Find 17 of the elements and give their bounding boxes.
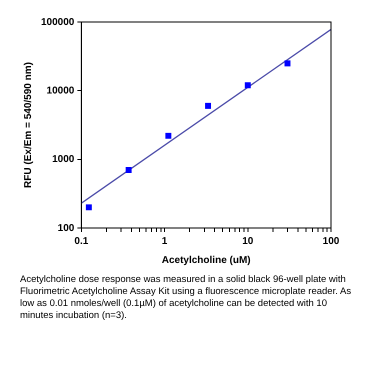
point bbox=[244, 82, 251, 88]
point bbox=[205, 102, 212, 109]
x-tick-label: 100 bbox=[322, 236, 340, 247]
point bbox=[126, 166, 132, 173]
x-tick-label: 0.1 bbox=[74, 236, 89, 247]
x-axis-title: Acetylcholine (uM) bbox=[162, 254, 251, 266]
y-tick-label: 10000 bbox=[46, 85, 75, 96]
text: Acetylcholine dose response was measured in a solid black 96-well plate with Fluorimetric Acetylcholine Assay Kit using a fluorescence microplate reader. As low as 0.01 nmoles/well (0.1µM) of acetylcholine can be detected with 10 minutes incubation (n=3). bbox=[20, 274, 352, 322]
y-tick-label: 100 bbox=[58, 222, 75, 234]
point bbox=[165, 132, 172, 139]
point bbox=[284, 60, 290, 66]
y-axis-title: RFU (Ex/Em = 540/590 nm) bbox=[22, 62, 34, 188]
y-tick-label: 1000 bbox=[52, 154, 75, 166]
y-tick-label: 100000 bbox=[40, 16, 75, 28]
x-tick-label: 1 bbox=[162, 236, 168, 247]
x-tick-label: 10 bbox=[242, 236, 254, 247]
point bbox=[86, 204, 92, 210]
